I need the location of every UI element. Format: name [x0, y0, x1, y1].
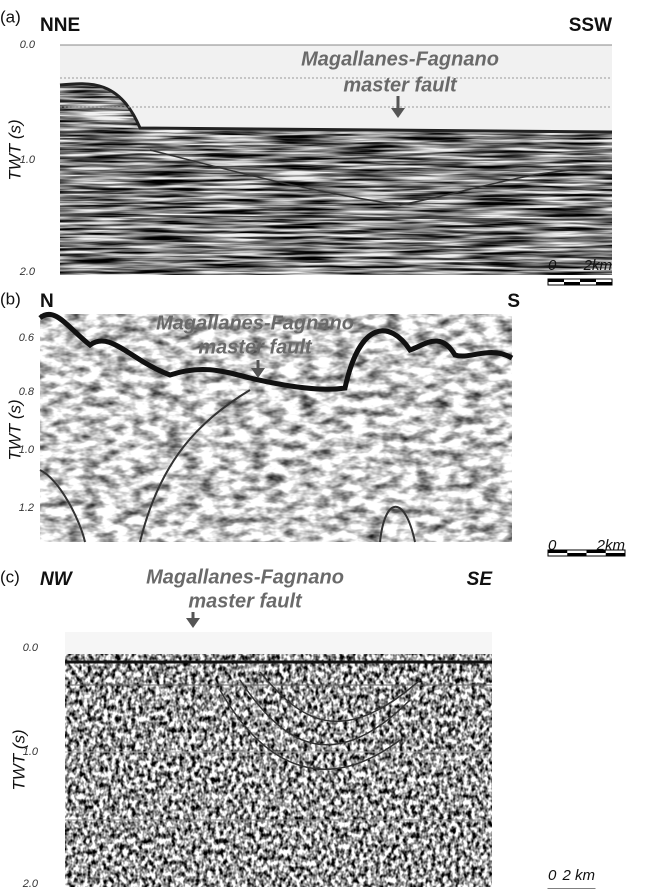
- fault-annotation: master fault: [198, 336, 313, 358]
- seismic-image-b: [38, 311, 514, 543]
- fault-annotation: Magallanes-Fagnano: [146, 566, 344, 588]
- y-tick-label: 0.0: [23, 642, 39, 654]
- scale-bar-segment: [596, 282, 612, 285]
- direction-right: S: [507, 291, 520, 312]
- panel-label: (c): [0, 567, 20, 586]
- fault-annotation: Magallanes-Fagnano: [301, 48, 499, 70]
- fault-annotation: master fault: [343, 74, 458, 96]
- scale-bar-segment: [605, 553, 625, 556]
- panel-label: (b): [0, 289, 21, 308]
- seismic-image-c: [65, 632, 492, 887]
- fault-arrow-head: [251, 368, 265, 378]
- y-tick-label: 1.2: [19, 502, 34, 514]
- panel-label: (a): [0, 7, 21, 26]
- y-tick-label: 2.0: [19, 266, 36, 278]
- fault-arrow-head: [186, 618, 200, 628]
- y-tick-label: 1.0: [23, 746, 39, 758]
- y-tick-label: 1.0: [20, 154, 36, 166]
- scale-label: 0: [548, 867, 557, 884]
- fault-annotation: Magallanes-Fagnano: [156, 312, 354, 334]
- scale-label: 2 km: [561, 867, 595, 884]
- y-tick-label: 0.8: [19, 386, 35, 398]
- direction-right: SSW: [569, 15, 612, 36]
- scale-bar-segment: [580, 279, 596, 282]
- scale-bar-segment: [564, 282, 580, 285]
- seismic-image-a: [59, 44, 613, 275]
- scale-label: 0: [548, 537, 557, 554]
- y-tick-label: 1.0: [19, 444, 35, 456]
- axis-label: TWT (s): [5, 399, 24, 460]
- direction-left: NW: [40, 569, 74, 590]
- scale-bar-segment: [548, 279, 564, 282]
- fault-arrow-head: [391, 108, 405, 118]
- axis-label: TWT (s): [5, 119, 24, 180]
- direction-right: SE: [467, 569, 494, 590]
- scale-bar-segment: [586, 550, 606, 553]
- direction-left: NNE: [40, 15, 80, 36]
- scale-label: 0: [548, 257, 557, 274]
- direction-left: N: [40, 291, 54, 312]
- scale-bar-segment: [548, 550, 568, 553]
- fault-annotation: master fault: [188, 590, 303, 612]
- y-tick-label: 2.0: [22, 878, 39, 889]
- y-tick-label: 0.0: [20, 39, 36, 51]
- axis-label: TWT (s): [9, 729, 28, 790]
- scale-label: 2km: [583, 257, 612, 274]
- scale-bar-segment: [567, 553, 587, 556]
- y-tick-label: 0.6: [19, 332, 35, 344]
